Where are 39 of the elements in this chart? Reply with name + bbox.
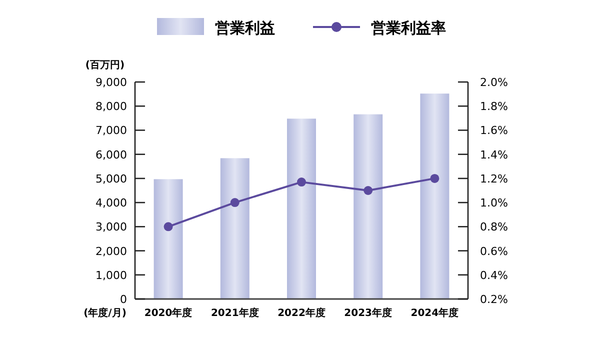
- y-tick-label: 8,000: [96, 100, 127, 114]
- bar: [287, 118, 316, 299]
- point: [164, 222, 173, 232]
- y2-tick-label: 0.6%: [480, 244, 508, 258]
- legend-label: 営業利益率: [371, 19, 446, 37]
- y-axis-title: (百万円): [85, 60, 125, 71]
- y-tick-label: 7,000: [96, 124, 127, 138]
- y-tick-label: 2,000: [96, 244, 127, 258]
- y2-tick-label: 2.0%: [480, 76, 508, 89]
- y2-tick-label: 1.8%: [480, 100, 508, 114]
- x-tick-label: 2022年度: [278, 307, 326, 319]
- y2-tick-label: 0.8%: [480, 220, 508, 234]
- x-tick-label: 2020年度: [144, 307, 192, 319]
- bar: [220, 158, 250, 299]
- y-tick-label: 1,000: [96, 268, 127, 282]
- point: [230, 198, 240, 208]
- y-tick-label: 0: [120, 293, 127, 306]
- y-tick-label: 6,000: [96, 148, 127, 162]
- y-tick-label: 5,000: [96, 172, 127, 186]
- y2-tick-label: 1.2%: [480, 172, 508, 186]
- bar: [420, 94, 450, 299]
- bar: [354, 114, 383, 299]
- bar: [154, 179, 183, 299]
- x-tick-label: 2023年度: [344, 307, 392, 319]
- legend-label: 営業利益: [215, 19, 275, 37]
- y2-tick-label: 1.0%: [480, 196, 508, 210]
- y-tick-label: 3,000: [96, 220, 127, 234]
- x-tick-label: 2021年度: [210, 307, 259, 319]
- y2-tick-label: 0.4%: [480, 268, 508, 282]
- y-tick-label: 4,000: [96, 196, 127, 210]
- y-tick-label: 9,000: [96, 76, 127, 89]
- y2-tick-label: 1.4%: [480, 148, 508, 162]
- point: [364, 186, 373, 195]
- x-axis-title: (年度/月): [84, 307, 126, 319]
- point: [430, 174, 440, 183]
- y2-tick-label: 1.6%: [480, 124, 508, 138]
- point: [297, 178, 306, 187]
- x-tick-label: 2024年度: [410, 307, 459, 319]
- y2-tick-label: 0.2%: [480, 293, 508, 306]
